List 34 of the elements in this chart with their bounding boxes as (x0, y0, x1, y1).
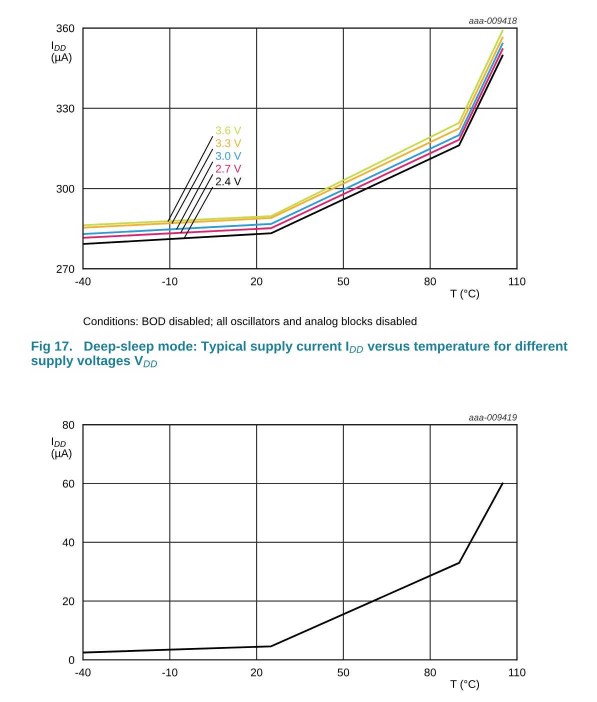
chart-title: Fig 17. Deep-sleep mode: Typical supply current I$_{DD}$ versus temperature for different supply voltages V$_{DD}$ (31, 341, 568, 368)
y-tick-label: 360 (56, 24, 74, 32)
x-tick-label: -40 (75, 668, 91, 676)
x-tick-label: 110 (508, 668, 526, 676)
x-tick-label: 50 (338, 668, 350, 676)
x-tick-label: 20 (250, 277, 262, 286)
y-tick-label: 270 (56, 265, 74, 273)
annotation: 2.7 V (216, 164, 242, 173)
y-axis-title: I$_{DD}$ (µA) (52, 437, 72, 460)
annotation: 3.3 V (216, 139, 242, 148)
x-tick-label: 80 (424, 277, 436, 286)
x-tick-label: 80 (424, 668, 436, 676)
annotation: 2.4 V (216, 178, 242, 186)
annotation: 3.6 V (216, 126, 242, 134)
x-tick-label: -10 (162, 668, 178, 676)
text: Conditions: BOD disabled; all oscillators and analog blocks disabled (84, 317, 416, 328)
x-axis-title: T (°C) (450, 680, 480, 690)
annotation: 3.0 V (216, 152, 242, 160)
y-tick-label: 40 (62, 538, 74, 546)
x-tick-label: 50 (338, 277, 350, 286)
y-tick-label: 0 (68, 656, 74, 664)
x-tick-label: -10 (162, 277, 178, 286)
y-tick-label: 80 (62, 420, 74, 429)
y-tick-label: 20 (62, 597, 74, 606)
y-tick-label: 60 (62, 480, 74, 488)
x-axis-title: T (°C) (450, 289, 480, 300)
x-tick-label: -40 (75, 277, 91, 286)
x-tick-label: 20 (250, 668, 262, 676)
y-tick-label: 300 (56, 184, 74, 193)
text: aaa-009418 (469, 17, 517, 24)
y-tick-label: 330 (56, 104, 74, 112)
y-axis-title: I$_{DD}$ (µA) (52, 41, 72, 64)
text: aaa-009419 (469, 414, 517, 421)
x-tick-label: 110 (508, 277, 526, 286)
